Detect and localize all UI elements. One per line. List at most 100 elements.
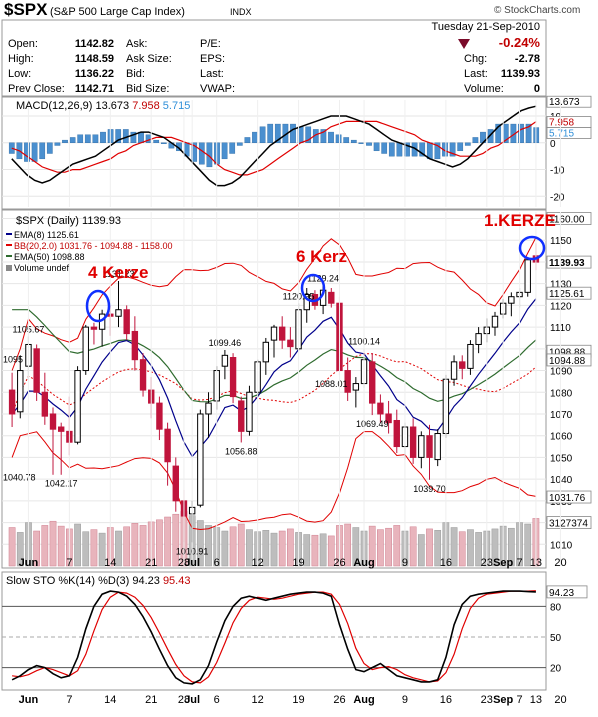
candle-body <box>377 402 384 415</box>
legend-swatch-bb <box>6 244 12 246</box>
volume-label: Volume: <box>464 83 504 95</box>
prev-close-value: 1142.71 <box>75 83 114 95</box>
candle-body <box>369 361 376 404</box>
macd-histogram-bar <box>236 142 243 146</box>
sto-x-label: Jun <box>19 694 39 706</box>
price-legend-bb: BB(20,2.0) 1031.76 - 1094.88 - 1158.00 <box>14 241 172 251</box>
price-value-tag-text: 1125.61 <box>549 289 585 300</box>
price-layer: 1160115011401130112011101100109010801070… <box>2 212 592 569</box>
macd-histogram-bar <box>373 142 380 152</box>
macd-histogram-bar <box>84 134 91 143</box>
price-axis-tick: 1090 <box>550 367 573 378</box>
volume-bar <box>221 530 229 567</box>
pct-change: -0.24% <box>499 35 541 50</box>
macd-axis-tick: -20 <box>550 192 565 203</box>
volume-bar <box>82 531 90 567</box>
volume-bar <box>393 525 401 567</box>
macd-histogram-bar <box>328 131 334 144</box>
macd-histogram-bar <box>388 142 395 157</box>
bid-label: Bid: <box>126 68 145 80</box>
ask-size-label: Ask Size: <box>126 53 172 65</box>
sto-x-label: 26 <box>333 694 345 706</box>
sto-x-label: 21 <box>145 694 157 706</box>
legend-swatch-volume <box>6 265 12 271</box>
price-point-label: 1099.46 <box>209 338 242 348</box>
volume-bar <box>57 525 65 567</box>
macd-histogram-bar <box>472 137 479 143</box>
macd-histogram-bar <box>77 134 84 143</box>
price-x-label: 20 <box>554 557 566 569</box>
macd-histogram-bar <box>358 142 365 145</box>
volume-bar <box>426 528 433 567</box>
eps-label: EPS: <box>200 53 225 65</box>
price-x-label: 6 <box>214 557 220 569</box>
volume-bar <box>368 525 376 567</box>
volume-bar <box>172 513 180 567</box>
sto-k-line <box>11 590 536 685</box>
candle-body <box>418 435 425 458</box>
sto-x-label: 16 <box>440 694 452 706</box>
volume-bar <box>41 525 49 567</box>
down-triangle-icon <box>458 39 470 49</box>
sto-legend: Slow STO %K(14) %D(3) 94.23 95.43 <box>6 575 190 587</box>
candle-body <box>90 326 98 330</box>
sto-x-label: 9 <box>402 694 408 706</box>
volume-bar <box>311 534 319 567</box>
candle-body <box>229 357 237 398</box>
macd-histogram-bar <box>8 142 15 154</box>
candle-body <box>467 343 474 369</box>
legend-swatch-ema50 <box>6 255 12 257</box>
ask-label: Ask: <box>126 38 147 50</box>
macd-histogram-bar <box>381 142 388 154</box>
price-point-label: 1042.17 <box>45 478 78 488</box>
sto-x-label: Aug <box>353 694 374 706</box>
symbol-title: $SPX <box>4 0 48 19</box>
macd-histogram-bar <box>464 142 471 146</box>
macd-value-tag-text: 13.673 <box>549 97 580 108</box>
price-point-label: 1088.01 <box>315 379 348 389</box>
macd-histogram-bar <box>305 126 312 143</box>
open-label: Open: <box>8 38 38 50</box>
volume-bar <box>131 523 139 567</box>
price-axis-tick: 1120 <box>550 301 572 312</box>
price-x-label: 26 <box>333 557 345 569</box>
price-x-label: Jun <box>19 557 39 569</box>
legend-swatch-ema8 <box>6 233 12 235</box>
sto-value-tag <box>546 585 588 599</box>
volume-bar <box>524 523 532 567</box>
macd-line <box>11 105 537 187</box>
sto-x-label: 7 <box>516 694 522 706</box>
price-legend-ema8: EMA(8) 1125.61 <box>14 230 79 240</box>
volume-bar <box>491 528 499 567</box>
last-price-label: Last: <box>464 68 488 80</box>
sto-value-tag-text: 94.23 <box>549 588 574 599</box>
price-axis-tick: 1080 <box>550 388 573 399</box>
candle-body <box>270 326 278 341</box>
price-x-label: 23 <box>481 557 493 569</box>
candle-body <box>434 433 441 461</box>
candle-body <box>287 339 294 348</box>
macd-histogram-bar <box>419 142 426 157</box>
volume-bar <box>507 527 515 567</box>
price-legend-main: $SPX (Daily) 1139.93 <box>16 215 121 227</box>
candle-body <box>426 435 433 458</box>
candle-body <box>33 348 40 393</box>
open-value: 1142.82 <box>75 38 114 50</box>
volume-bar <box>377 529 384 567</box>
macd-histogram-bar <box>115 129 122 144</box>
candle-body <box>262 341 270 363</box>
volume-bar <box>417 534 425 567</box>
price-axis-tick: 1070 <box>550 410 573 421</box>
macd-histogram-bar <box>525 123 532 143</box>
candle-body <box>164 428 171 463</box>
candle-body <box>328 291 335 304</box>
price-axis-tick: 1130 <box>550 280 572 291</box>
price-axis-tick: 1060 <box>550 432 573 443</box>
candle-body <box>344 370 351 393</box>
volume-bar <box>98 532 106 567</box>
price-value-tag-text: 1160.00 <box>549 215 585 226</box>
sto-x-label: 6 <box>214 694 220 706</box>
volume-bar <box>344 523 352 567</box>
